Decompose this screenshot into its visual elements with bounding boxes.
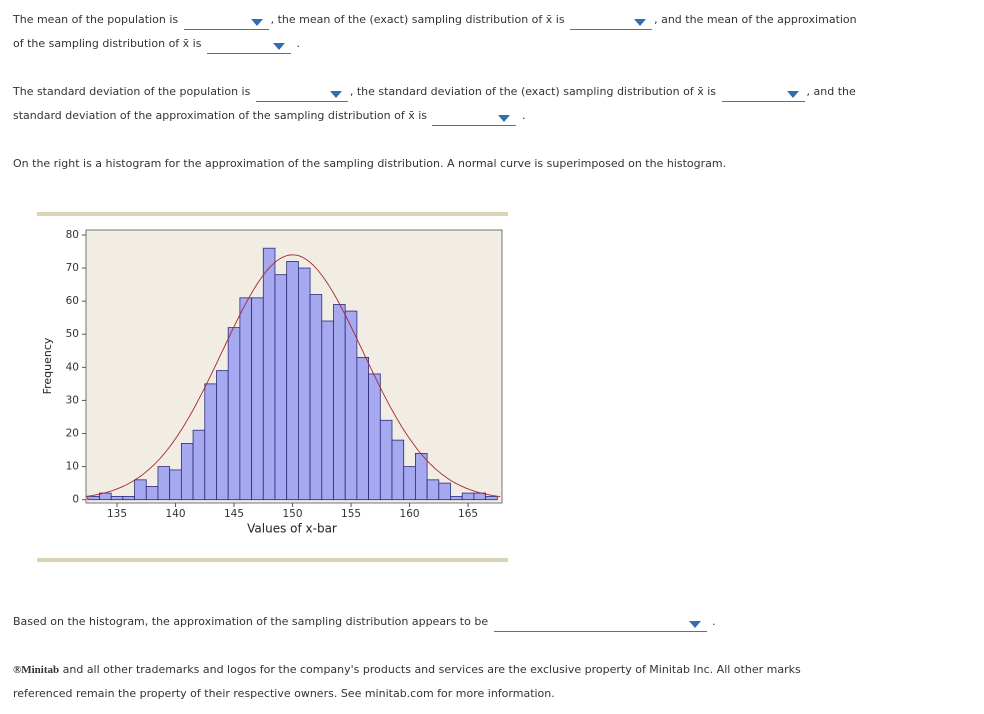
y-tick-label: 0 xyxy=(72,494,79,506)
bar xyxy=(227,327,241,501)
logo-mark: ® xyxy=(13,664,22,676)
x-tick-label: 135 xyxy=(107,508,127,520)
y-tick-label: 50 xyxy=(66,328,79,340)
bar xyxy=(344,310,358,501)
bar xyxy=(415,452,428,501)
bar xyxy=(204,383,217,501)
question-line: The mean of the population is , the mean… xyxy=(13,10,857,30)
x-tick-label: 165 xyxy=(458,508,478,520)
text: , the mean of the (exact) sampling distr… xyxy=(270,13,565,26)
y-tick-label: 40 xyxy=(66,361,79,373)
text: . xyxy=(521,109,526,122)
dropdown[interactable] xyxy=(721,85,805,102)
y-tick-label: 30 xyxy=(66,394,79,406)
bar xyxy=(122,495,135,501)
dropdown[interactable] xyxy=(432,109,517,126)
bar xyxy=(180,443,194,501)
bar xyxy=(368,373,381,501)
bar xyxy=(461,492,475,501)
bar xyxy=(87,495,100,501)
frame-bar xyxy=(37,558,508,562)
bar xyxy=(110,495,124,501)
frame-bar xyxy=(37,212,508,216)
footer-line: ®Minitab and all other trademarks and lo… xyxy=(13,660,801,680)
x-tick-label: 140 xyxy=(165,508,185,520)
dropdown[interactable] xyxy=(206,37,291,54)
text: The mean of the population is xyxy=(13,13,179,26)
dropdown[interactable] xyxy=(183,13,269,30)
bar xyxy=(169,469,182,501)
question-line: The standard deviation of the population… xyxy=(13,82,856,102)
question-line: Based on the histogram, the approximatio… xyxy=(13,612,716,632)
bar xyxy=(485,495,498,501)
bar xyxy=(403,466,416,501)
text: . xyxy=(712,615,716,628)
bar xyxy=(321,320,334,501)
bar xyxy=(157,466,171,501)
bar xyxy=(262,247,276,501)
bar xyxy=(286,261,299,501)
y-tick-label: 60 xyxy=(66,295,79,307)
x-axis-label: Values of x-bar xyxy=(247,522,337,536)
y-tick-label: 20 xyxy=(66,428,79,440)
bar xyxy=(438,482,451,501)
y-tick-label: 70 xyxy=(66,262,79,274)
y-tick-label: 80 xyxy=(66,229,79,241)
question-line: standard deviation of the approximation … xyxy=(13,106,525,126)
text: and all other trademarks and logos for t… xyxy=(62,663,801,676)
dropdown[interactable] xyxy=(255,85,348,102)
y-tick-label: 10 xyxy=(66,461,79,473)
text: , and the xyxy=(806,85,856,98)
x-tick-label: 155 xyxy=(341,508,361,520)
text: , and the mean of the approximation xyxy=(654,13,857,26)
bar xyxy=(333,304,346,501)
bar xyxy=(450,495,463,501)
bar xyxy=(251,297,264,501)
bar xyxy=(379,419,393,501)
dropdown[interactable] xyxy=(570,13,653,30)
bar xyxy=(274,274,288,501)
text: standard deviation of the approximation … xyxy=(13,109,427,122)
x-tick-label: 145 xyxy=(224,508,244,520)
logo: Minitab xyxy=(21,664,60,676)
bar xyxy=(216,370,229,501)
x-tick-label: 150 xyxy=(283,508,303,520)
chart: Values of x-bar Frequency 0 10 20 30 40 50 60 7… xyxy=(37,212,508,562)
footer-line: referenced remain the property of their … xyxy=(13,687,555,700)
bar xyxy=(239,297,252,501)
bar xyxy=(297,267,311,501)
y-axis-label: Frequency xyxy=(41,337,54,394)
bar xyxy=(192,429,206,501)
question-line: of the sampling distribution of x̄ is . xyxy=(13,34,300,54)
bar xyxy=(309,294,323,501)
bar xyxy=(426,479,440,501)
text: of the sampling distribution of x̄ is xyxy=(13,37,202,50)
text: , the standard deviation of the (exact) … xyxy=(349,85,717,98)
bar xyxy=(145,486,159,501)
bar xyxy=(391,439,405,501)
dropdown[interactable] xyxy=(493,615,707,632)
normal-curve xyxy=(85,254,501,498)
x-tick-label: 160 xyxy=(400,508,420,520)
intro-text: On the right is a histogram for the appr… xyxy=(13,157,727,170)
text: The standard deviation of the population… xyxy=(13,85,251,98)
text: Based on the histogram, the approximatio… xyxy=(13,615,489,628)
bar xyxy=(134,479,147,501)
text: . xyxy=(296,37,300,50)
bar xyxy=(356,356,369,501)
